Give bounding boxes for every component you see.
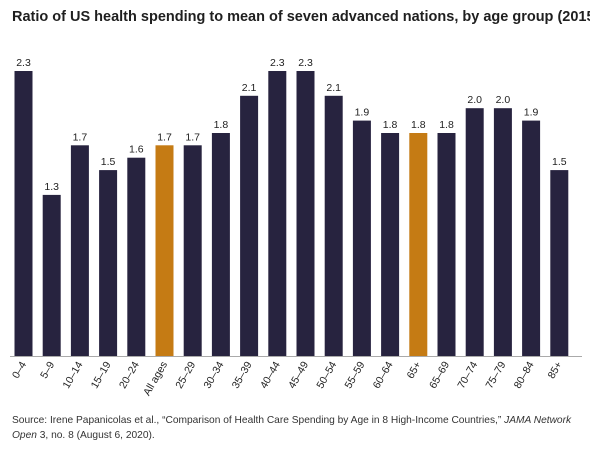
value-label-7: 1.8 [214, 119, 229, 131]
value-label-6: 1.7 [185, 131, 200, 143]
value-label-3: 1.5 [101, 156, 116, 168]
tick-label-1: 5–9 [38, 359, 57, 380]
bar-10 [296, 71, 315, 356]
value-label-12: 1.9 [355, 107, 370, 119]
source-note: Source: Irene Papanicolas et al., “Compa… [12, 413, 582, 443]
tick-label-7: 30–34 [202, 359, 227, 390]
value-label-17: 2.0 [496, 94, 511, 106]
bar-12 [352, 120, 371, 356]
bar-6 [183, 145, 202, 356]
value-label-14: 1.8 [411, 119, 426, 131]
tick-label-15: 65–69 [427, 359, 452, 390]
tick-label-13: 60–64 [371, 359, 396, 390]
bar-17 [493, 108, 512, 356]
bar-13 [381, 133, 400, 356]
tick-label-3: 15–19 [89, 359, 114, 390]
tick-label-16: 70–74 [455, 359, 480, 390]
bar-15 [437, 133, 456, 356]
tick-label-14: 65+ [405, 360, 424, 381]
tick-labels-layer: 0–4 5–9 10–14 15–19 20–24 All ages 25–29 30–34 3… [10, 359, 565, 397]
value-label-5: 1.7 [157, 131, 172, 143]
value-label-19: 1.5 [552, 156, 567, 168]
tick-label-6: 25–29 [173, 359, 198, 390]
bar-14 [409, 133, 428, 356]
value-label-8: 2.1 [242, 82, 257, 94]
tick-label-11: 50–54 [314, 359, 339, 390]
bar-5 [155, 145, 174, 356]
bar-0 [14, 71, 33, 356]
tick-label-18: 80–84 [512, 359, 537, 390]
source-suffix: 3, no. 8 (August 6, 2020). [36, 430, 155, 441]
value-label-0: 2.3 [16, 57, 31, 69]
bar-4 [127, 157, 146, 356]
bar-11 [324, 95, 343, 357]
bar-19 [550, 170, 569, 356]
value-label-16: 2.0 [467, 94, 482, 106]
source-journal: JAMA Network Open [12, 415, 572, 441]
value-label-13: 1.8 [383, 119, 398, 131]
bar-3 [99, 170, 118, 356]
value-label-18: 1.9 [524, 107, 539, 119]
value-label-2: 1.7 [73, 131, 88, 143]
bar-8 [240, 95, 259, 357]
bars-layer [14, 71, 569, 357]
value-labels-layer: 2.3 1.3 1.7 1.5 1.6 1.7 1.7 1.8 2.1 2.3 2.3 2.1 1.9 1… [16, 57, 567, 193]
value-label-9: 2.3 [270, 57, 285, 69]
value-label-4: 1.6 [129, 144, 144, 156]
tick-label-10: 45–49 [286, 359, 311, 390]
bar-16 [465, 108, 484, 356]
bar-2 [70, 145, 89, 356]
value-label-11: 2.1 [326, 82, 341, 94]
value-label-15: 1.8 [439, 119, 454, 131]
tick-label-12: 55–59 [343, 359, 368, 390]
bar-9 [268, 71, 287, 356]
chart-title: Ratio of US health spending to mean of s… [12, 9, 590, 25]
source-prefix: Source: Irene Papanicolas et al., “Compa… [12, 415, 505, 426]
bar-1 [42, 194, 61, 356]
tick-label-5: All ages [141, 360, 170, 398]
tick-label-8: 35–39 [230, 359, 255, 390]
tick-label-9: 40–44 [258, 359, 283, 390]
value-label-1: 1.3 [44, 181, 59, 193]
tick-label-19: 85+ [546, 360, 565, 381]
bar-18 [522, 120, 541, 356]
tick-label-0: 0–4 [10, 359, 29, 380]
bar-chart: 2.3 1.3 1.7 1.5 1.6 1.7 1.7 1.8 2.1 2.3 2.3 2.1 1.9 1… [10, 57, 582, 398]
tick-label-2: 10–14 [61, 359, 86, 390]
value-label-10: 2.3 [298, 57, 313, 69]
tick-label-17: 75–79 [484, 359, 509, 390]
bar-7 [211, 133, 230, 356]
tick-label-4: 20–24 [117, 359, 142, 390]
